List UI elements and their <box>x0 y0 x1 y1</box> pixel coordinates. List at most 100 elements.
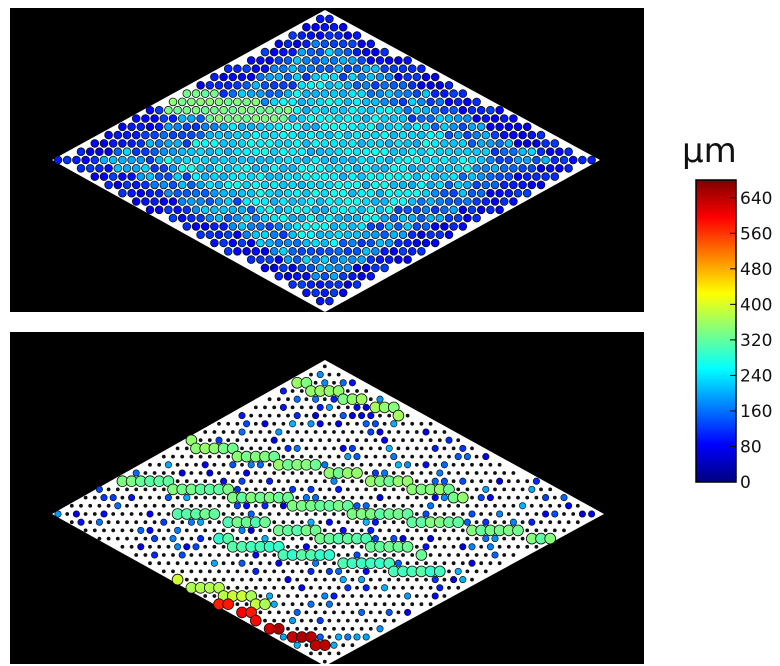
top-panel-dot <box>288 180 297 190</box>
bottom-panel-dot <box>341 610 346 615</box>
bottom-panel-dot <box>382 618 387 623</box>
bottom-panel-dot <box>382 536 387 541</box>
bottom-panel-dot <box>266 592 274 600</box>
top-panel-dot <box>131 147 141 157</box>
top-panel-dot <box>237 205 247 215</box>
top-panel-dot <box>499 130 509 140</box>
bottom-panel-dot <box>327 585 332 590</box>
top-panel-dot <box>449 89 458 98</box>
top-panel-dot <box>371 197 380 206</box>
bottom-panel-dot <box>325 403 333 411</box>
bottom-panel-dot <box>240 512 244 516</box>
top-panel-dot <box>329 122 339 132</box>
bottom-panel-dot <box>212 544 217 549</box>
top-panel-dot <box>210 222 219 231</box>
bottom-panel-dot <box>184 479 189 484</box>
top-panel-dot <box>325 97 334 107</box>
top-panel-dot <box>256 89 265 98</box>
top-panel-dot <box>274 89 284 98</box>
top-panel-dot <box>200 188 210 198</box>
top-panel-dot <box>403 188 412 198</box>
top-panel-dot <box>407 114 417 123</box>
bottom-panel-dot <box>525 495 530 500</box>
top-panel-dot <box>343 280 353 289</box>
top-panel-dot <box>214 197 224 206</box>
colorbar-tick-label: 560 <box>740 224 772 244</box>
bottom-panel-dot <box>474 520 479 525</box>
bottom-panel-dot <box>502 553 507 557</box>
bottom-panel-dot <box>332 544 336 549</box>
top-panel-dot <box>223 164 233 173</box>
top-panel-dot <box>269 97 279 107</box>
top-panel-dot <box>444 164 454 173</box>
bottom-panel-dot <box>272 569 277 574</box>
bottom-panel-dot <box>258 512 263 516</box>
top-panel-dot <box>219 155 228 165</box>
top-panel-dot <box>343 230 353 240</box>
bottom-panel-dot <box>129 528 134 533</box>
bottom-panel-dot <box>304 594 309 598</box>
top-panel-dot <box>297 114 307 123</box>
top-panel-dot <box>283 155 293 165</box>
top-panel-dot <box>380 64 389 73</box>
bottom-panel-dot <box>571 512 576 516</box>
bottom-panel-dot <box>410 553 415 557</box>
top-panel-dot <box>384 72 394 82</box>
top-panel-dot <box>338 39 348 49</box>
top-panel-dot <box>394 205 403 215</box>
top-panel-dot <box>251 213 261 223</box>
bottom-panel-dot <box>483 569 488 574</box>
bottom-panel-dot <box>164 494 172 502</box>
top-panel-dot <box>467 139 477 148</box>
bottom-panel-dot <box>382 503 387 508</box>
bottom-panel-dot <box>312 412 320 420</box>
bottom-panel-dot <box>293 395 301 403</box>
bottom-panel-dot <box>304 479 309 484</box>
top-panel-dot <box>191 188 201 198</box>
bottom-panel-dot <box>542 510 550 518</box>
bottom-panel-dot <box>371 420 379 428</box>
bottom-panel-dot <box>493 487 497 492</box>
bottom-panel-dot <box>459 543 467 551</box>
top-panel-dot <box>472 147 481 157</box>
bottom-panel-dot <box>238 559 246 567</box>
top-panel-dot <box>159 180 169 190</box>
bottom-panel-dot <box>497 462 502 467</box>
top-panel-dot <box>325 296 334 306</box>
bottom-panel-dot <box>207 553 212 557</box>
top-panel-dot <box>472 97 481 107</box>
bottom-panel-dot <box>479 462 484 467</box>
bottom-panel-dot <box>362 567 370 575</box>
bottom-panel-dot <box>415 549 428 561</box>
top-panel-dot <box>228 172 238 181</box>
bottom-panel-dot <box>460 462 465 467</box>
top-panel-dot <box>398 114 408 123</box>
bottom-panel-dot <box>189 471 194 475</box>
bottom-panel-dot <box>290 585 295 590</box>
top-panel-dot <box>265 238 274 248</box>
bottom-panel-dot <box>350 643 355 648</box>
top-panel-dot <box>302 39 311 49</box>
top-panel-dot <box>251 230 261 240</box>
top-panel-dot <box>352 180 362 190</box>
bottom-panel-dot <box>221 577 226 582</box>
bottom-panel-dot <box>387 430 392 434</box>
top-panel-dot <box>182 205 192 215</box>
bottom-panel-dot <box>350 528 355 533</box>
top-panel-dot <box>426 230 435 240</box>
top-panel-dot <box>246 89 256 98</box>
bottom-panel-dot <box>148 561 152 566</box>
top-panel-dot <box>260 114 270 123</box>
top-panel-dot <box>177 97 187 107</box>
top-panel-dot <box>375 72 385 82</box>
bottom-panel-dot <box>217 454 221 459</box>
top-panel-dot <box>237 155 247 165</box>
bottom-panel-dot <box>286 544 290 549</box>
bottom-panel-dot <box>336 438 341 443</box>
bottom-panel-dot <box>474 471 479 475</box>
top-panel-dot <box>164 122 173 132</box>
bottom-panel-dot <box>358 608 366 616</box>
bottom-panel-dot <box>437 536 442 541</box>
top-panel-dot <box>490 197 500 206</box>
top-panel-dot <box>141 164 150 173</box>
